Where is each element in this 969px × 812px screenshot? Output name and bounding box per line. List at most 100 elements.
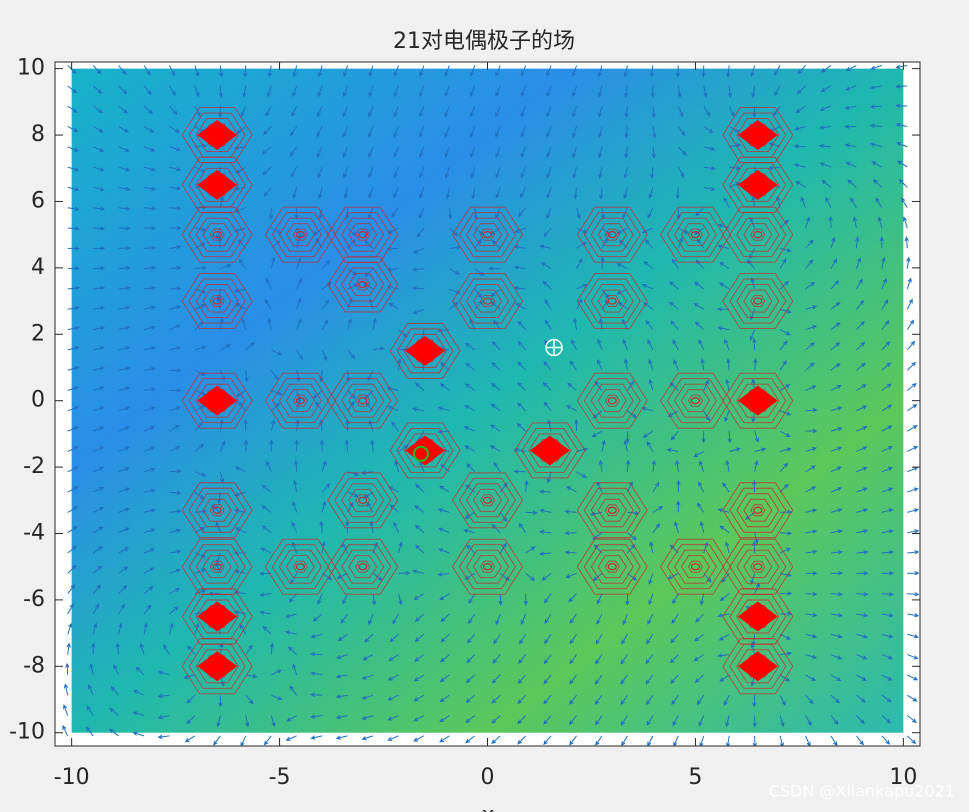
field-arrow: [412, 407, 425, 412]
field-arrow: [676, 500, 681, 513]
field-arrow: [67, 426, 79, 432]
field-arrow: [625, 431, 630, 444]
field-arrow: [143, 406, 156, 412]
field-arrow: [157, 734, 170, 739]
field-arrow: [419, 126, 425, 138]
field-arrow: [517, 361, 527, 371]
field-arrow: [805, 571, 818, 576]
field-arrow: [830, 508, 843, 513]
y-tick-label: 8: [31, 122, 45, 147]
field-arrow: [194, 443, 205, 452]
field-arrow: [157, 670, 170, 676]
field-arrow: [723, 196, 730, 208]
field-arrow: [347, 400, 355, 412]
field-arrow: [725, 459, 730, 472]
field-arrow: [372, 317, 377, 330]
field-arrow: [620, 654, 628, 665]
field-arrow: [337, 633, 348, 642]
field-arrow: [92, 105, 104, 114]
field-arrow: [499, 512, 508, 523]
contour-line: [729, 544, 787, 590]
field-arrow: [517, 674, 527, 685]
field-arrow: [513, 469, 526, 474]
field-arrow: [598, 187, 604, 200]
field-arrow: [856, 426, 868, 432]
contour-line: [514, 422, 586, 479]
field-arrow: [564, 550, 577, 555]
contour-line: [188, 378, 246, 424]
field-arrow: [805, 612, 818, 618]
field-arrow: [319, 439, 325, 452]
field-arrow: [754, 447, 767, 452]
field-arrow: [699, 735, 705, 746]
field-arrow: [856, 694, 866, 703]
field-arrow: [118, 105, 129, 114]
field-arrow: [270, 369, 279, 381]
field-arrow: [699, 520, 705, 533]
contour-line: [743, 498, 773, 522]
field-arrow: [110, 686, 119, 696]
field-arrow: [717, 244, 730, 249]
field-arrow: [469, 65, 476, 77]
field-arrow: [805, 529, 818, 534]
field-arrow: [517, 207, 527, 218]
field-arrow: [93, 166, 105, 172]
field-arrow: [805, 465, 816, 473]
field-arrow: [666, 447, 679, 453]
contour-line: [348, 389, 378, 413]
contour-line: [604, 560, 620, 573]
field-arrow: [393, 187, 399, 199]
field-arrow: [495, 146, 501, 159]
field-arrow: [464, 445, 476, 452]
contour-line: [722, 372, 794, 429]
contour-line: [348, 555, 378, 579]
field-arrow: [368, 613, 374, 626]
field-arrow: [569, 654, 577, 665]
contour-center: [607, 297, 617, 305]
contour-line: [209, 228, 225, 241]
field-arrow: [906, 319, 915, 330]
field-arrow: [569, 735, 577, 746]
field-arrow: [622, 338, 628, 351]
field-arrow: [717, 325, 730, 331]
field-arrow: [290, 166, 298, 178]
field-arrow: [169, 265, 182, 271]
field-arrow: [440, 633, 450, 643]
field-arrow: [544, 299, 552, 310]
field-arrow: [569, 674, 577, 685]
field-arrow: [269, 439, 274, 452]
contour-line: [355, 278, 371, 291]
field-arrow: [569, 694, 577, 705]
field-arrow: [118, 166, 131, 172]
field-arrow: [296, 318, 302, 330]
field-arrow: [169, 324, 181, 331]
contour-line: [673, 383, 717, 418]
field-arrow: [648, 573, 654, 585]
field-arrow: [143, 528, 156, 534]
field-arrow: [389, 504, 399, 513]
field-arrow: [143, 146, 156, 152]
field-arrow: [92, 506, 105, 513]
field-arrow: [67, 206, 80, 212]
field-arrow: [264, 299, 272, 310]
contour-line: [521, 428, 579, 473]
field-arrow: [63, 704, 69, 716]
field-arrow: [805, 591, 818, 597]
field-arrow: [296, 390, 302, 403]
field-arrow: [368, 65, 374, 78]
field-arrow: [797, 65, 806, 75]
field-arrow: [245, 674, 258, 679]
field-arrow: [397, 593, 403, 606]
field-arrow: [113, 663, 120, 676]
field-arrow: [881, 571, 894, 576]
field-arrow: [830, 592, 844, 597]
field-arrow: [143, 305, 156, 310]
contour-line: [334, 544, 392, 590]
contour-center: [753, 563, 763, 571]
field-arrow: [440, 613, 450, 623]
contour-line: [659, 206, 731, 263]
field-arrow: [393, 146, 399, 159]
field-arrow: [670, 320, 679, 330]
field-arrow: [779, 462, 789, 473]
field-arrow: [67, 305, 80, 311]
